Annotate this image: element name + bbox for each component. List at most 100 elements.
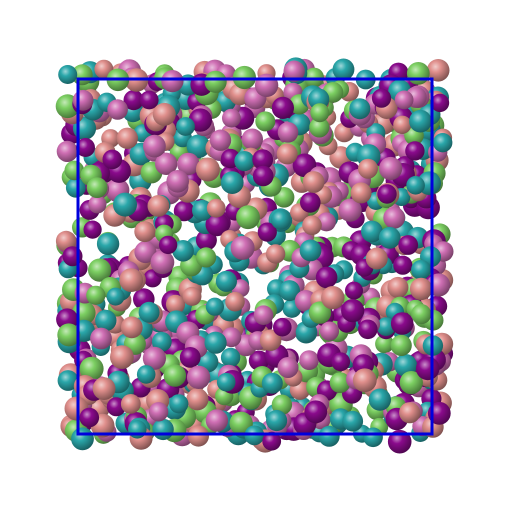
particle-purple (273, 318, 292, 337)
particle-pink (149, 402, 168, 421)
particle-green (196, 247, 216, 267)
particle-pink (379, 157, 402, 180)
particle-pink (231, 236, 255, 260)
particle-cyan (266, 410, 287, 431)
particle-purple (393, 256, 412, 275)
particle-purple (80, 408, 100, 428)
particle-salmon (351, 182, 372, 203)
particle-salmon (153, 103, 176, 126)
particle-pink (320, 322, 339, 341)
particle-purple (140, 91, 159, 110)
particle-cyan (107, 288, 125, 306)
particle-green (310, 103, 329, 122)
particle-salmon (121, 394, 141, 414)
particle-cyan (139, 302, 160, 323)
particle-cyan (349, 98, 370, 119)
particle-purple (345, 282, 363, 300)
particle-purple (159, 236, 177, 254)
particle-pink (278, 357, 299, 378)
particle-layer (56, 57, 454, 453)
particle-cyan (169, 394, 188, 413)
particle-pink (151, 250, 175, 274)
particle-salmon (121, 316, 143, 338)
particle-salmon (225, 292, 245, 312)
particle-cyan (137, 365, 156, 384)
particle-purple (180, 347, 201, 368)
particle-purple (358, 320, 378, 340)
particle-pink (395, 91, 414, 110)
particle-purple (405, 141, 424, 160)
particle-salmon (117, 128, 138, 149)
particle-cyan (271, 210, 291, 230)
particle-cyan (152, 419, 173, 440)
particle-cyan (369, 389, 391, 411)
particle-purple (272, 97, 294, 119)
particle-salmon (93, 377, 116, 400)
particle-purple (316, 267, 338, 289)
particle-pink (57, 141, 78, 162)
particle-purple (84, 221, 102, 239)
particle-cyan (58, 65, 77, 84)
particle-cyan (319, 426, 340, 447)
particle-pink (166, 170, 189, 193)
particle-cyan (333, 59, 355, 81)
particle-green (86, 286, 105, 305)
particle-purple (103, 150, 123, 170)
particle-cyan (97, 233, 119, 255)
particle-purple (372, 89, 391, 108)
particle-pink (107, 99, 128, 120)
particle-pink (161, 70, 183, 92)
particle-salmon (366, 248, 388, 270)
particle-cyan (128, 420, 147, 439)
particle-salmon (186, 388, 208, 410)
particle-salmon (399, 402, 420, 423)
particle-purple (377, 184, 396, 203)
particle-salmon (353, 368, 377, 392)
particle-pink (278, 122, 299, 143)
particle-cyan (363, 428, 383, 448)
particle-salmon (302, 216, 322, 236)
particle-cyan (217, 373, 236, 392)
particle-cyan (342, 411, 363, 432)
particle-cyan (113, 193, 137, 217)
particle-green (391, 335, 412, 356)
particle-salmon (410, 278, 432, 300)
particle-green (407, 62, 430, 85)
particle-green (255, 111, 275, 131)
particle-salmon (321, 286, 344, 309)
particle-purple (431, 94, 449, 112)
particle-cyan (205, 332, 227, 354)
particle-cyan (234, 151, 254, 171)
particle-purple (304, 400, 327, 423)
particle-green (411, 304, 431, 324)
particle-pink (206, 409, 228, 431)
particle-salmon (119, 268, 143, 292)
particle-cyan (411, 260, 431, 280)
particle-salmon (134, 221, 155, 242)
particle-pink (222, 109, 241, 128)
particle-cyan (221, 348, 240, 367)
particle-salmon (110, 345, 134, 369)
particle-green (87, 177, 108, 198)
particle-cyan (433, 133, 452, 152)
particle-salmon (358, 159, 378, 179)
particle-salmon (148, 195, 170, 217)
particle-cyan (262, 373, 283, 394)
particle-pink (299, 350, 319, 370)
particle-salmon (207, 199, 226, 218)
particle-purple (300, 192, 321, 213)
particle-green (164, 364, 186, 386)
particle-pink (143, 135, 166, 158)
particle-salmon (393, 116, 411, 134)
particle-pink (73, 90, 94, 111)
particle-pink (187, 366, 210, 389)
particle-green (236, 205, 260, 229)
particle-pink (242, 129, 263, 150)
particle-pink (90, 328, 112, 350)
particle-cyan (176, 117, 195, 136)
particle-green (205, 71, 227, 93)
particle-purple (416, 357, 440, 381)
particle-cyan (406, 176, 425, 195)
particle-cyan (300, 240, 322, 262)
particle-purple (341, 299, 364, 322)
